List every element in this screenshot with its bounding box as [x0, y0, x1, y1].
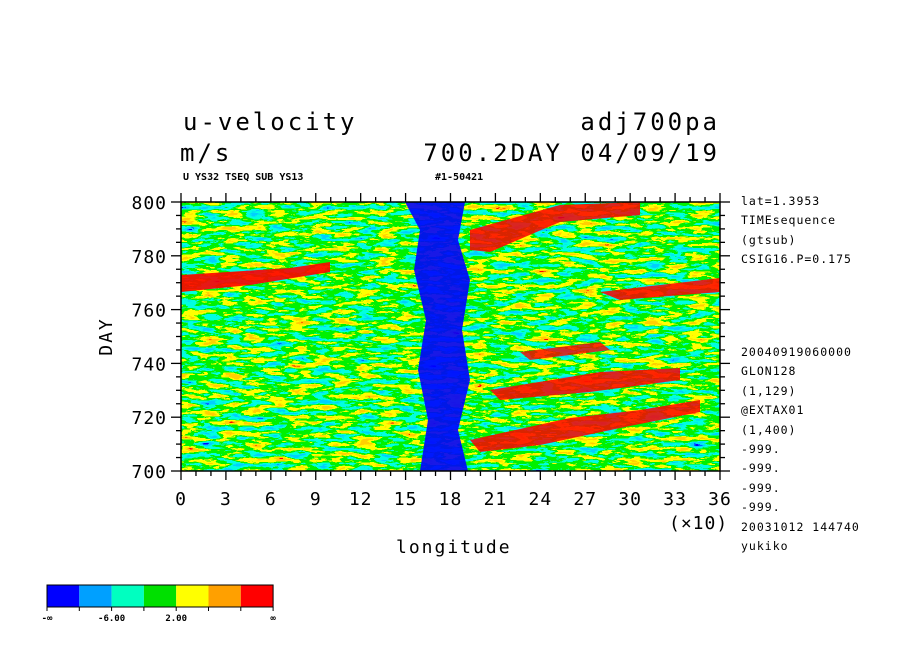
x-tick-label: 0 [175, 489, 187, 510]
x-tick-label: 3 [220, 489, 232, 510]
westerly-streak [520, 342, 610, 360]
info-line: @EXTAX01 [741, 403, 805, 418]
x-tick-label: 21 [484, 489, 508, 510]
x-tick-label: 9 [310, 489, 322, 510]
westerly-streak [181, 262, 330, 292]
info-line: -999. [741, 442, 781, 457]
x-axis-label: longitude [396, 537, 512, 558]
heatmap-field [181, 202, 720, 471]
x-multiplier: (×10) [669, 513, 729, 534]
experiment-title: adj700pa [580, 108, 720, 136]
info-line: 20031012 144740 [741, 519, 860, 534]
x-tick-label: 33 [663, 489, 687, 510]
x-tick-label: 6 [265, 489, 277, 510]
subtitle-right: #1-50421 [435, 172, 484, 183]
info-line: (1,129) [741, 383, 797, 398]
info-line: 20040919060000 [741, 345, 852, 359]
subtitle-left: U YS32 TSEQ SUB YS13 [183, 172, 304, 183]
x-tick-label: 27 [573, 489, 597, 510]
x-tick-label: 15 [394, 489, 418, 510]
y-tick-label: 740 [131, 354, 167, 375]
info-line: TIMEsequence [741, 213, 837, 228]
westerly-streak [470, 202, 640, 252]
info-line: -999. [741, 461, 781, 476]
y-tick-label: 720 [131, 408, 167, 429]
westerly-streak [470, 400, 700, 452]
info-line: (1,400) [741, 422, 797, 437]
info-line: -999. [741, 480, 781, 495]
variable-title: u-velocity [183, 108, 358, 136]
x-tick-label: 24 [528, 489, 552, 510]
y-axis: 700 720 740 760 780 800 [131, 193, 181, 483]
info-block-top: lat=1.3953 TIMEsequence (gtsub) CSIG16.P… [741, 192, 852, 270]
x-tick-label: 36 [708, 489, 732, 510]
info-line: GLON128 [741, 364, 797, 379]
x-tick-label: 12 [349, 489, 373, 510]
info-line: -999. [741, 500, 781, 515]
y-tick-label: 700 [131, 462, 167, 483]
info-line: yukiko [741, 539, 789, 554]
y-tick-label: 760 [131, 301, 167, 322]
westerly-streak [490, 368, 680, 400]
x-tick-label: 18 [439, 489, 463, 510]
info-block-bottom: 20040919060000 GLON128 (1,129) @EXTAX01 … [741, 343, 860, 556]
y-axis-label: DAY [95, 317, 117, 356]
right-ticks [720, 201, 730, 472]
info-line: lat=1.3953 [741, 194, 821, 208]
info-line: (gtsub) [741, 232, 797, 247]
y-tick-label: 800 [131, 193, 167, 214]
x-axis: 0 3 6 9 12 15 18 21 24 27 30 33 36 [175, 193, 732, 510]
time-title: 700.2DAY 04/09/19 [423, 139, 720, 167]
x-tick-label: 30 [618, 489, 642, 510]
easterly-band [405, 202, 470, 471]
units-title: m/s [180, 139, 233, 167]
info-line: CSIG16.P=0.175 [741, 252, 852, 267]
y-tick-label: 780 [131, 247, 167, 268]
westerly-streak [600, 278, 720, 300]
